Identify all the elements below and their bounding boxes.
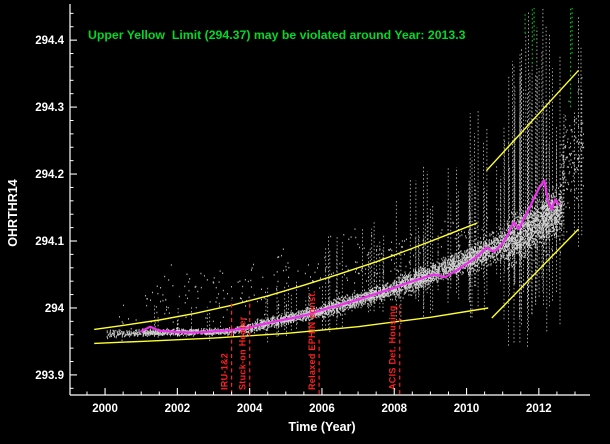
- scatter-cluster: [560, 77, 585, 233]
- yellow-upper-projection: [485, 69, 580, 172]
- chart-title: Upper Yellow Limit (294.37) may be viola…: [88, 28, 466, 42]
- plot-layers: IRU-1&2 Stuck-on Heater Relaxed EPHIN cons…: [35, 4, 590, 415]
- event-layer: IRU-1&2 Stuck-on Heater Relaxed EPHIN cons…: [220, 290, 401, 394]
- x-tick-label: 2004: [237, 403, 263, 415]
- y-tick-label: 294: [45, 303, 65, 315]
- scatter-cluster: [321, 281, 395, 322]
- y-tick-label: 293.9: [35, 370, 64, 382]
- x-tick-label: 2008: [381, 403, 407, 415]
- y-axis-title: OHRTHR14: [6, 179, 20, 246]
- axes-layer: 2000 2002 2004 2006 2008 2010 2012 293.9 294 294.…: [35, 4, 590, 415]
- envelope-layer: [94, 69, 580, 345]
- x-tick-label: 2006: [309, 403, 335, 415]
- event-label: ACIS Det. Housing: [388, 305, 398, 390]
- event-label: IRU-1&2: [220, 353, 230, 390]
- outlier-layer: [524, 8, 573, 108]
- trend-layer: [140, 179, 560, 334]
- y-tick-label: 294.4: [35, 35, 64, 47]
- yellow-lower-curve: [94, 307, 489, 345]
- yellow-lower-projection: [491, 228, 580, 319]
- yellow-upper-curve: [94, 222, 478, 331]
- x-tick-label: 2002: [165, 403, 191, 415]
- y-tick-label: 294.2: [35, 169, 64, 181]
- y-tick-label: 294.3: [35, 102, 64, 114]
- x-axis-title: Time (Year): [288, 420, 355, 434]
- x-tick-label: 2012: [526, 403, 552, 415]
- scatter-cluster: [254, 306, 323, 332]
- y-tick-label: 294.1: [35, 236, 64, 248]
- streak-layer: [154, 7, 583, 347]
- event-label: Relaxed EPHIN const.: [307, 290, 317, 390]
- x-tick-label: 2000: [92, 403, 118, 415]
- trend-line: [140, 179, 560, 334]
- scatter-cluster: [106, 328, 144, 340]
- x-tick-label: 2010: [454, 403, 480, 415]
- event-label: Stuck-on Heater: [238, 316, 248, 390]
